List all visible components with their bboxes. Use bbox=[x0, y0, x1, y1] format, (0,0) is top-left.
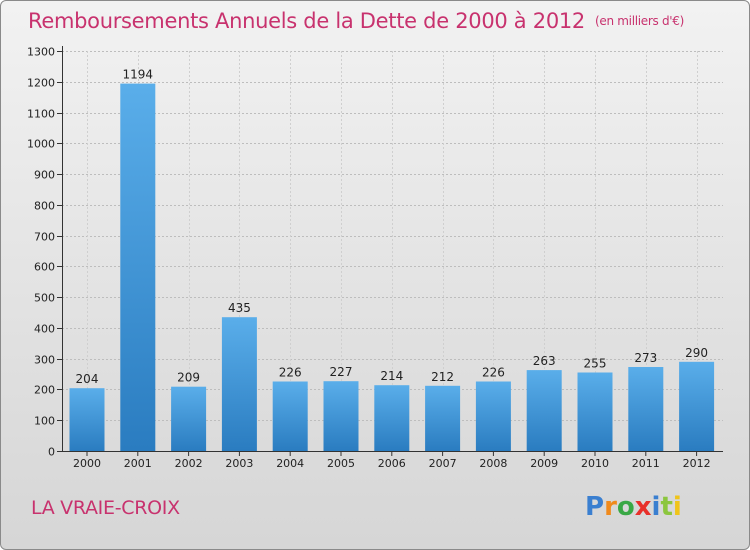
bar bbox=[628, 367, 664, 451]
bar bbox=[272, 381, 308, 451]
data-label: 226 bbox=[482, 365, 505, 379]
y-tick-label: 1300 bbox=[27, 46, 55, 59]
y-tick-label: 600 bbox=[34, 261, 55, 274]
bar bbox=[425, 385, 461, 451]
data-label: 212 bbox=[431, 370, 454, 384]
y-tick-label: 500 bbox=[34, 292, 55, 305]
data-label: 1194 bbox=[123, 68, 154, 82]
chart-unit: (en milliers d'€) bbox=[595, 14, 685, 28]
x-tick-label: 2008 bbox=[479, 457, 507, 470]
bar bbox=[69, 388, 105, 451]
value-labels: 204 1194 209 435 226 227 214 212 226 263 255 273 290 bbox=[76, 68, 709, 387]
y-tick-label: 300 bbox=[34, 354, 55, 367]
x-tick-label: 2003 bbox=[225, 457, 253, 470]
x-tick-label: 2002 bbox=[175, 457, 203, 470]
data-label: 204 bbox=[76, 372, 99, 386]
y-tick-label: 900 bbox=[34, 169, 55, 182]
data-label: 273 bbox=[634, 351, 657, 365]
x-tick-label: 2001 bbox=[124, 457, 152, 470]
x-tick-label: 2010 bbox=[581, 457, 609, 470]
data-label: 226 bbox=[279, 365, 302, 379]
bar bbox=[475, 381, 511, 451]
y-tick-label: 800 bbox=[34, 200, 55, 213]
bar bbox=[679, 361, 715, 451]
y-tick-label: 1000 bbox=[27, 138, 55, 151]
y-tick-label: 200 bbox=[34, 384, 55, 397]
data-label: 263 bbox=[533, 354, 556, 368]
data-label: 209 bbox=[177, 371, 200, 385]
data-label: 290 bbox=[685, 346, 708, 360]
y-tick-label: 1100 bbox=[27, 108, 55, 121]
data-label: 435 bbox=[228, 301, 251, 315]
y-tick-label: 1200 bbox=[27, 77, 55, 90]
x-tick-label: 2005 bbox=[327, 457, 355, 470]
chart-title: Remboursements Annuels de la Dette de 20… bbox=[28, 9, 684, 33]
y-tick-label: 100 bbox=[34, 415, 55, 428]
data-label: 214 bbox=[380, 369, 403, 383]
data-label: 255 bbox=[584, 357, 607, 371]
y-tick-label: 700 bbox=[34, 231, 55, 244]
x-tick-label: 2007 bbox=[429, 457, 457, 470]
x-tick-label: 2006 bbox=[378, 457, 406, 470]
x-tick-label: 2000 bbox=[73, 457, 101, 470]
data-label: 227 bbox=[330, 365, 353, 379]
y-tick-label: 400 bbox=[34, 323, 55, 336]
bar bbox=[171, 386, 207, 451]
commune-name: LA VRAIE-CROIX bbox=[31, 497, 180, 519]
bar bbox=[221, 317, 257, 451]
bar bbox=[577, 372, 613, 451]
x-tick-label: 2009 bbox=[530, 457, 558, 470]
bars bbox=[69, 83, 715, 451]
bar bbox=[374, 385, 410, 451]
chart-title-text: Remboursements Annuels de la Dette de 20… bbox=[28, 9, 585, 33]
bar bbox=[323, 381, 359, 451]
x-tick-label: 2011 bbox=[632, 457, 660, 470]
bar bbox=[120, 83, 156, 451]
proxiti-logo: Proxiti bbox=[585, 492, 682, 522]
axes: 0 100 200 300 400 500 600 700 800 900 1000 1100 1200… bbox=[27, 46, 723, 470]
bar bbox=[526, 370, 562, 451]
x-tick-label: 2004 bbox=[276, 457, 304, 470]
x-tick-label: 2012 bbox=[683, 457, 711, 470]
y-tick-label: 0 bbox=[48, 446, 55, 459]
